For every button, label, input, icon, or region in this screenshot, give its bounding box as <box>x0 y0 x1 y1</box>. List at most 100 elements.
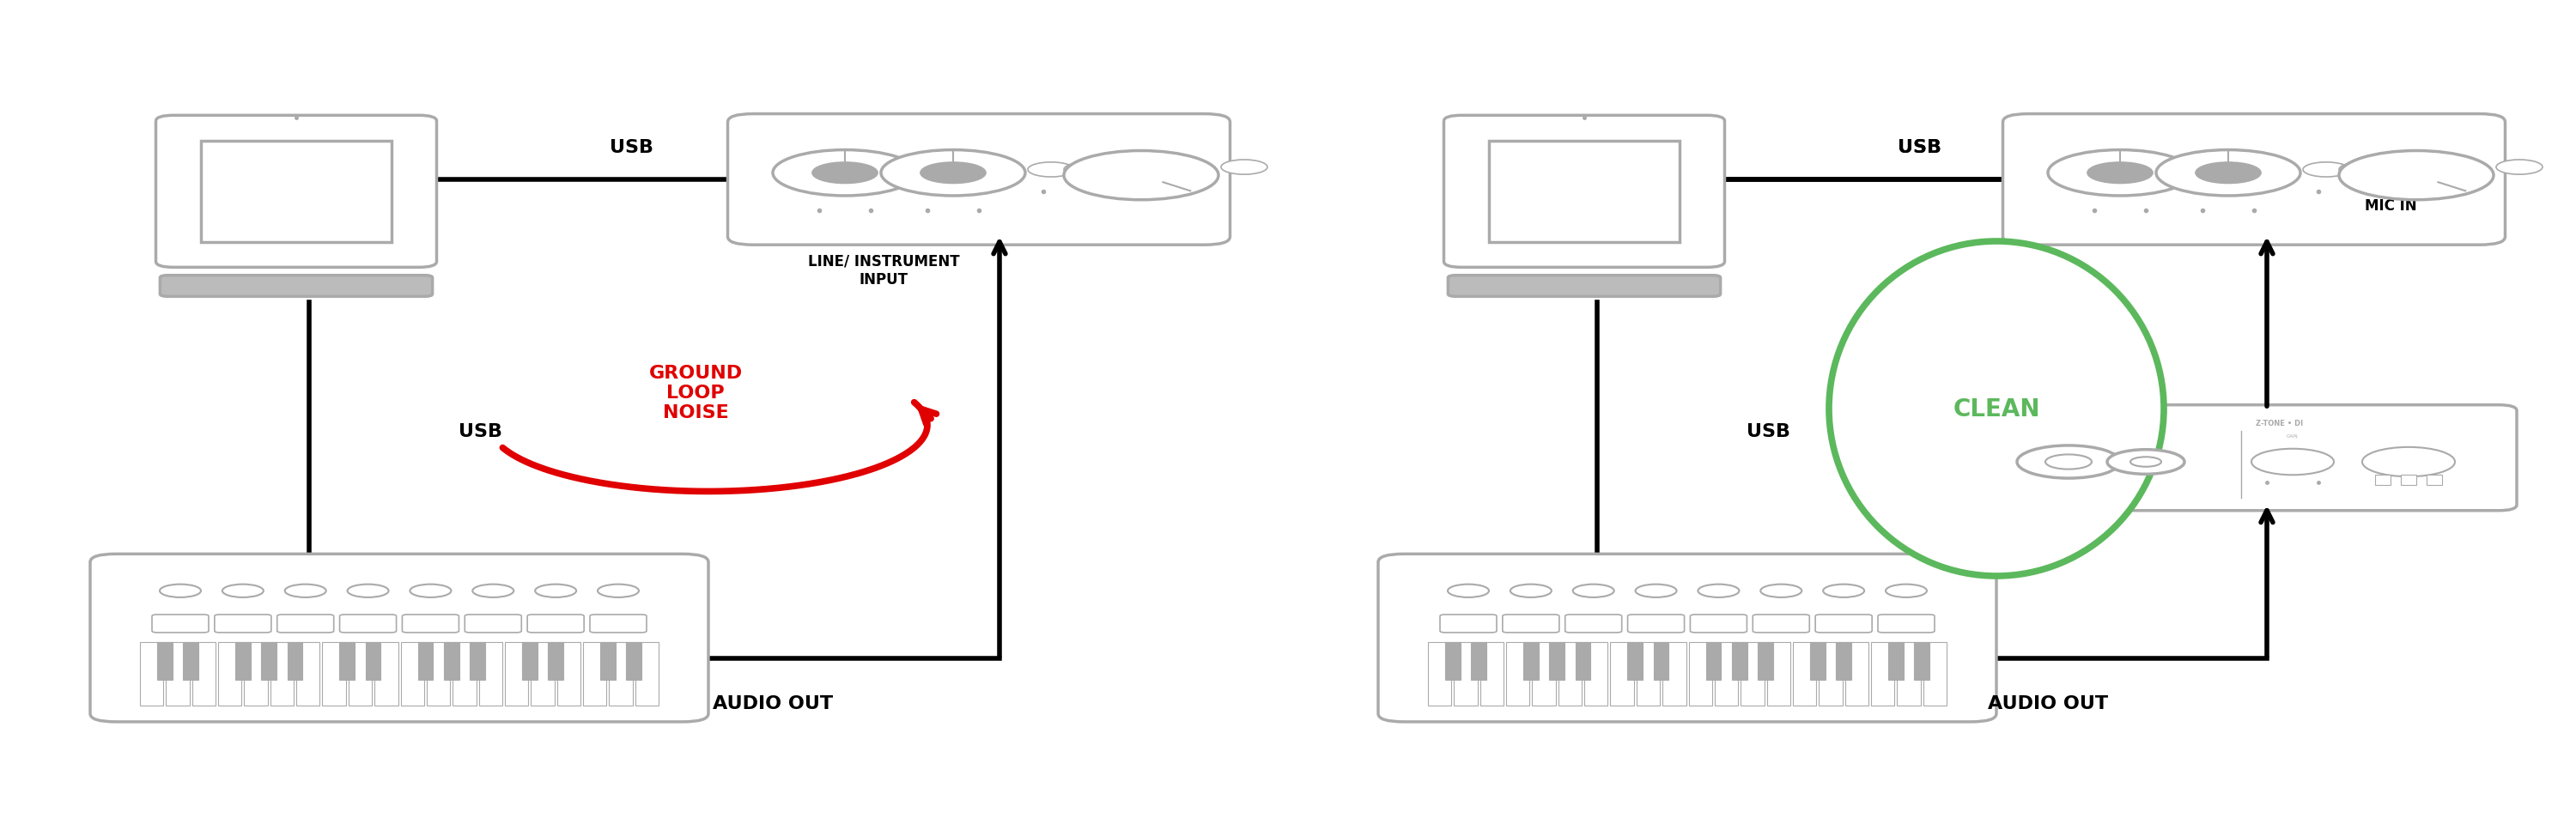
Bar <box>1471 642 1486 680</box>
Bar <box>2427 475 2442 485</box>
FancyBboxPatch shape <box>214 615 270 633</box>
FancyBboxPatch shape <box>340 615 397 633</box>
Circle shape <box>811 163 878 184</box>
Bar <box>1577 642 1589 680</box>
Bar <box>270 642 294 705</box>
Text: Z-TONE • DI: Z-TONE • DI <box>2257 420 2303 427</box>
Bar <box>165 642 191 705</box>
Bar <box>549 642 564 680</box>
Bar <box>600 642 616 680</box>
Bar <box>1636 642 1659 705</box>
Bar <box>1584 642 1607 705</box>
Circle shape <box>410 584 451 597</box>
Bar <box>1610 642 1633 705</box>
FancyBboxPatch shape <box>726 115 1229 245</box>
Bar <box>260 642 276 680</box>
Bar <box>1427 642 1450 705</box>
Bar <box>219 642 242 705</box>
FancyBboxPatch shape <box>1448 276 1721 297</box>
FancyBboxPatch shape <box>1502 615 1558 633</box>
FancyBboxPatch shape <box>1816 615 1873 633</box>
Circle shape <box>2045 455 2092 470</box>
Bar <box>1741 642 1765 705</box>
Circle shape <box>2251 449 2334 475</box>
Text: USB: USB <box>1747 423 1790 440</box>
FancyBboxPatch shape <box>1566 615 1623 633</box>
Circle shape <box>2048 151 2192 196</box>
Bar <box>1870 642 1893 705</box>
FancyBboxPatch shape <box>90 555 708 721</box>
Bar <box>1896 642 1922 705</box>
FancyBboxPatch shape <box>157 116 438 267</box>
Text: LINE/ INSTRUMENT
INPUT: LINE/ INSTRUMENT INPUT <box>809 254 958 287</box>
Bar <box>1811 642 1826 680</box>
Circle shape <box>1698 584 1739 597</box>
FancyBboxPatch shape <box>1991 406 2517 510</box>
Circle shape <box>2339 163 2385 178</box>
Bar <box>1716 642 1739 705</box>
Circle shape <box>2362 447 2455 477</box>
Bar <box>531 642 554 705</box>
Circle shape <box>1510 584 1551 597</box>
FancyBboxPatch shape <box>1752 615 1808 633</box>
Bar <box>417 642 433 680</box>
Bar <box>469 642 484 680</box>
Circle shape <box>598 584 639 597</box>
Circle shape <box>536 584 577 597</box>
Circle shape <box>2107 450 2184 474</box>
Bar <box>428 642 451 705</box>
Bar <box>1767 642 1790 705</box>
FancyBboxPatch shape <box>402 615 459 633</box>
Text: AUDIO OUT: AUDIO OUT <box>1989 695 2107 712</box>
Bar <box>245 642 268 705</box>
Circle shape <box>2195 163 2262 184</box>
FancyBboxPatch shape <box>1443 116 1726 267</box>
Bar <box>1654 642 1669 680</box>
Circle shape <box>286 584 327 597</box>
Circle shape <box>1759 584 1801 597</box>
Text: GAIN: GAIN <box>2287 434 2298 438</box>
FancyBboxPatch shape <box>152 615 209 633</box>
Ellipse shape <box>1829 242 2164 576</box>
Bar <box>1914 642 1929 680</box>
Circle shape <box>2303 163 2349 178</box>
Bar <box>1628 642 1643 680</box>
Bar <box>1481 642 1504 705</box>
Bar <box>1705 642 1721 680</box>
Bar <box>193 642 216 705</box>
Text: USB: USB <box>459 423 502 440</box>
Text: USB: USB <box>608 139 654 155</box>
Bar <box>1548 642 1564 680</box>
Bar <box>201 142 392 242</box>
FancyBboxPatch shape <box>1378 555 1996 721</box>
Bar <box>2401 475 2416 485</box>
Bar <box>157 642 173 680</box>
Bar <box>479 642 502 705</box>
Bar <box>1888 642 1904 680</box>
Bar <box>340 642 355 680</box>
Bar <box>1507 642 1530 705</box>
Circle shape <box>920 163 987 184</box>
Text: GROUND
LOOP
NOISE: GROUND LOOP NOISE <box>649 364 742 421</box>
Bar <box>1819 642 1842 705</box>
Circle shape <box>2339 151 2494 200</box>
FancyBboxPatch shape <box>1440 615 1497 633</box>
Circle shape <box>1028 163 1074 178</box>
Bar <box>234 642 250 680</box>
FancyBboxPatch shape <box>1628 615 1685 633</box>
Bar <box>1757 642 1772 680</box>
Text: USB: USB <box>1896 139 1942 155</box>
Bar <box>1690 642 1713 705</box>
Bar <box>296 642 319 705</box>
FancyBboxPatch shape <box>1878 615 1935 633</box>
Circle shape <box>1824 584 1865 597</box>
Circle shape <box>1064 151 1218 200</box>
Bar <box>1533 642 1556 705</box>
FancyBboxPatch shape <box>160 276 433 297</box>
FancyBboxPatch shape <box>464 615 520 633</box>
Text: AUDIO OUT: AUDIO OUT <box>714 695 832 712</box>
FancyBboxPatch shape <box>528 615 585 633</box>
FancyBboxPatch shape <box>1690 615 1747 633</box>
Bar <box>1731 642 1747 680</box>
Bar <box>289 642 301 680</box>
